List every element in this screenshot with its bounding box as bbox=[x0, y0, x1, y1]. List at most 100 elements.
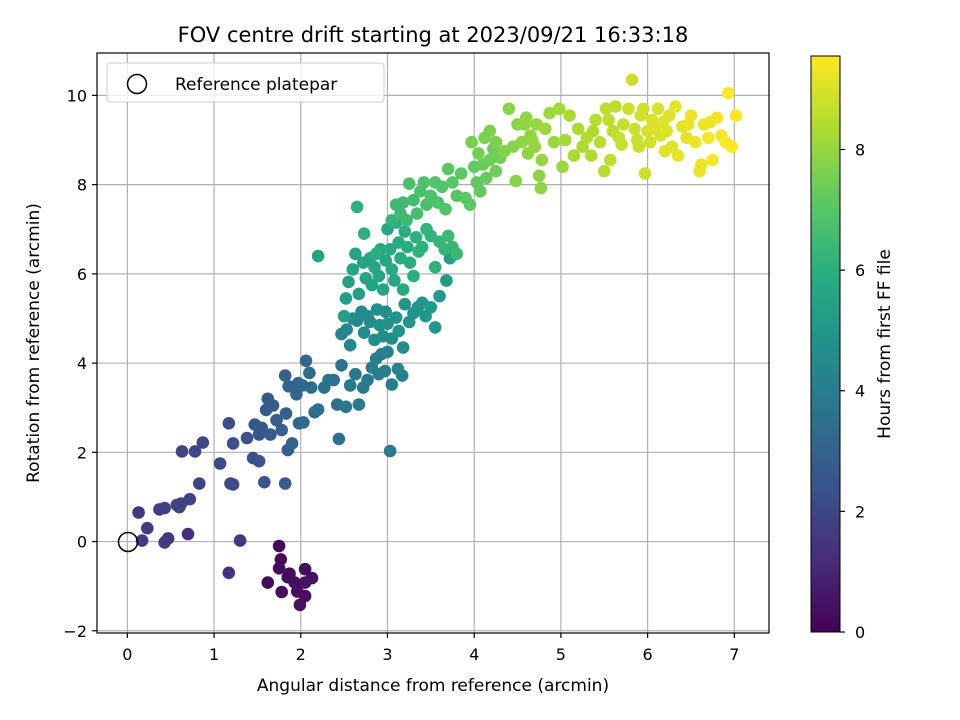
y-tick-label: 10 bbox=[67, 86, 87, 105]
scatter-point bbox=[407, 193, 420, 207]
scatter-point bbox=[615, 138, 628, 151]
x-axis-label: Angular distance from reference (arcmin) bbox=[257, 676, 609, 696]
scatter-point bbox=[433, 289, 446, 303]
plot-frame bbox=[96, 52, 770, 634]
scatter-point bbox=[383, 444, 397, 458]
colorbar-label: Hours from first FF file bbox=[875, 249, 895, 439]
scatter-point bbox=[534, 181, 548, 195]
x-tick-label: 5 bbox=[556, 645, 566, 664]
scatter-point bbox=[556, 160, 569, 174]
x-tick-label: 3 bbox=[382, 645, 392, 664]
scatter-point bbox=[303, 366, 316, 380]
scatter-point bbox=[272, 539, 286, 553]
scatter-point bbox=[465, 135, 478, 149]
data-points bbox=[132, 73, 743, 612]
scatter-point bbox=[441, 162, 455, 176]
scatter-point bbox=[593, 135, 607, 149]
scatter-point bbox=[293, 598, 307, 612]
scatter-point bbox=[396, 341, 410, 354]
x-tick-label: 2 bbox=[296, 645, 306, 664]
scatter-point bbox=[388, 274, 401, 287]
scatter-point bbox=[552, 102, 566, 116]
legend-entry-label: Reference platepar bbox=[175, 75, 337, 95]
scatter-point bbox=[350, 200, 364, 214]
scatter-point bbox=[297, 416, 310, 429]
scatter-point bbox=[558, 133, 572, 147]
scatter-point bbox=[695, 158, 708, 171]
scatter-point bbox=[196, 436, 210, 449]
scatter-point bbox=[439, 202, 452, 216]
scatter-point bbox=[617, 118, 630, 131]
scatter-point bbox=[489, 164, 503, 178]
scatter-point bbox=[407, 269, 420, 283]
scatter-point bbox=[669, 100, 682, 113]
scatter-point bbox=[472, 147, 485, 160]
scatter-point bbox=[376, 283, 390, 296]
scatter-point bbox=[365, 278, 379, 292]
scatter-point bbox=[299, 354, 313, 368]
colorbar-tick-label: 8 bbox=[855, 140, 865, 159]
scatter-point bbox=[474, 185, 487, 198]
scatter-point bbox=[278, 477, 292, 490]
scatter-point bbox=[132, 506, 145, 519]
scatter-point bbox=[401, 240, 414, 254]
scatter-point bbox=[547, 135, 561, 149]
scatter-point bbox=[383, 243, 397, 256]
grid bbox=[97, 53, 769, 633]
scatter-point bbox=[135, 534, 149, 547]
scatter-point bbox=[598, 164, 611, 178]
colorbar-tick-label: 0 bbox=[855, 623, 865, 642]
scatter-point bbox=[285, 437, 299, 450]
scatter-point bbox=[193, 477, 206, 490]
scatter-point bbox=[233, 534, 247, 547]
scatter-point bbox=[463, 198, 477, 211]
scatter-point bbox=[352, 287, 366, 301]
scatter-point bbox=[532, 169, 546, 182]
scatter-point bbox=[305, 571, 319, 585]
scatter-point bbox=[385, 378, 399, 391]
scatter-point bbox=[515, 135, 529, 149]
legend-marker bbox=[126, 73, 148, 95]
scatter-point bbox=[409, 231, 423, 244]
scatter-point bbox=[252, 454, 266, 468]
scatter-point bbox=[528, 140, 542, 153]
scatter-point bbox=[671, 149, 685, 162]
scatter-point bbox=[454, 167, 468, 180]
colorbar bbox=[810, 55, 841, 633]
y-tick-label: 0 bbox=[77, 533, 87, 552]
scatter-point bbox=[428, 260, 442, 274]
scatter-point bbox=[342, 275, 355, 289]
scatter-point bbox=[339, 400, 353, 414]
x-tick-label: 0 bbox=[122, 645, 132, 664]
scatter-point bbox=[264, 428, 277, 441]
scatter-point bbox=[702, 131, 715, 145]
scatter-point bbox=[357, 326, 371, 340]
scatter-point bbox=[643, 135, 657, 149]
scatter-point bbox=[604, 153, 617, 167]
reference-platepar-marker bbox=[117, 531, 139, 553]
scatter-point bbox=[352, 398, 366, 411]
scatter-point bbox=[275, 423, 289, 437]
scatter-point bbox=[266, 399, 280, 412]
scatter-point bbox=[394, 251, 407, 265]
scatter-point bbox=[395, 369, 409, 382]
scatter-point bbox=[535, 153, 549, 167]
scatter-point bbox=[226, 478, 240, 491]
scatter-point bbox=[304, 381, 318, 394]
scatter-point bbox=[379, 305, 393, 319]
scatter-point bbox=[721, 86, 735, 100]
scatter-point bbox=[158, 536, 171, 549]
scatter-point bbox=[396, 283, 410, 296]
scatter-point bbox=[290, 388, 303, 401]
scatter-point bbox=[622, 102, 635, 116]
scatter-point bbox=[400, 214, 413, 227]
scatter-point bbox=[450, 247, 464, 261]
scatter-point bbox=[415, 240, 429, 254]
scatter-point bbox=[369, 247, 383, 261]
scatter-point bbox=[311, 249, 325, 263]
scatter-point bbox=[389, 311, 403, 324]
scatter-point bbox=[349, 367, 362, 381]
scatter-point bbox=[278, 369, 292, 382]
scatter-point bbox=[509, 174, 523, 188]
